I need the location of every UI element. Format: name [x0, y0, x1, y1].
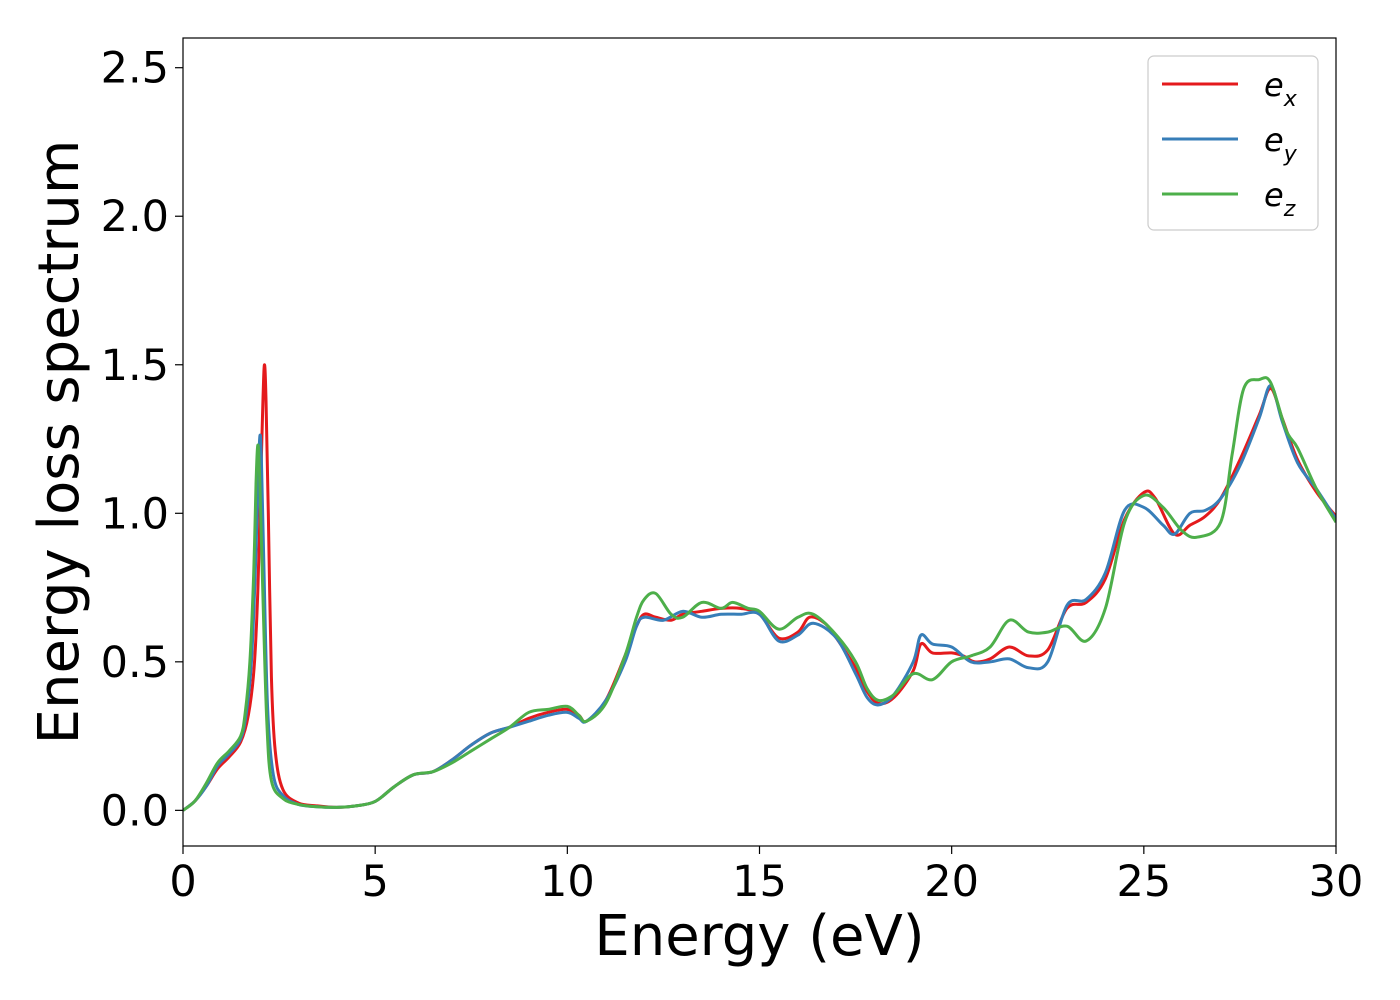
- y-axis-title: Energy loss spectrum: [27, 140, 92, 745]
- x-tick-label: 5: [361, 857, 388, 907]
- x-tick-label: 10: [540, 857, 595, 907]
- x-tick-label: 20: [924, 857, 979, 907]
- series-line-e-z: [183, 376, 1336, 812]
- legend: ex ey ez: [1147, 55, 1319, 231]
- series-line-e-y: [183, 384, 1336, 812]
- y-tick-label: 0.5: [101, 638, 169, 688]
- x-axis-title: Energy (eV): [594, 904, 924, 969]
- x-tick-label: 15: [732, 857, 787, 907]
- y-tick-label: 2.0: [101, 192, 169, 242]
- legend-label: ey: [1264, 121, 1298, 167]
- series-line-e-x: [183, 363, 1336, 812]
- ticks-layer: 0 5 10 15 20 25 30 0.0 0.5 1.0 1.5 2.0 2.5: [101, 44, 1364, 907]
- legend-box: [1147, 55, 1319, 231]
- legend-label: ex: [1264, 66, 1298, 112]
- x-tick-label: 30: [1309, 857, 1364, 907]
- y-tick-label: 2.5: [101, 44, 169, 94]
- y-tick-label: 0.0: [101, 786, 169, 836]
- x-tick-label: 25: [1116, 857, 1171, 907]
- legend-label: ez: [1264, 176, 1296, 222]
- series-layer: [183, 363, 1336, 812]
- y-tick-label: 1.0: [101, 489, 169, 539]
- plot-frame: [182, 37, 1337, 847]
- x-tick-label: 0: [169, 857, 196, 907]
- y-tick-label: 1.5: [101, 341, 169, 391]
